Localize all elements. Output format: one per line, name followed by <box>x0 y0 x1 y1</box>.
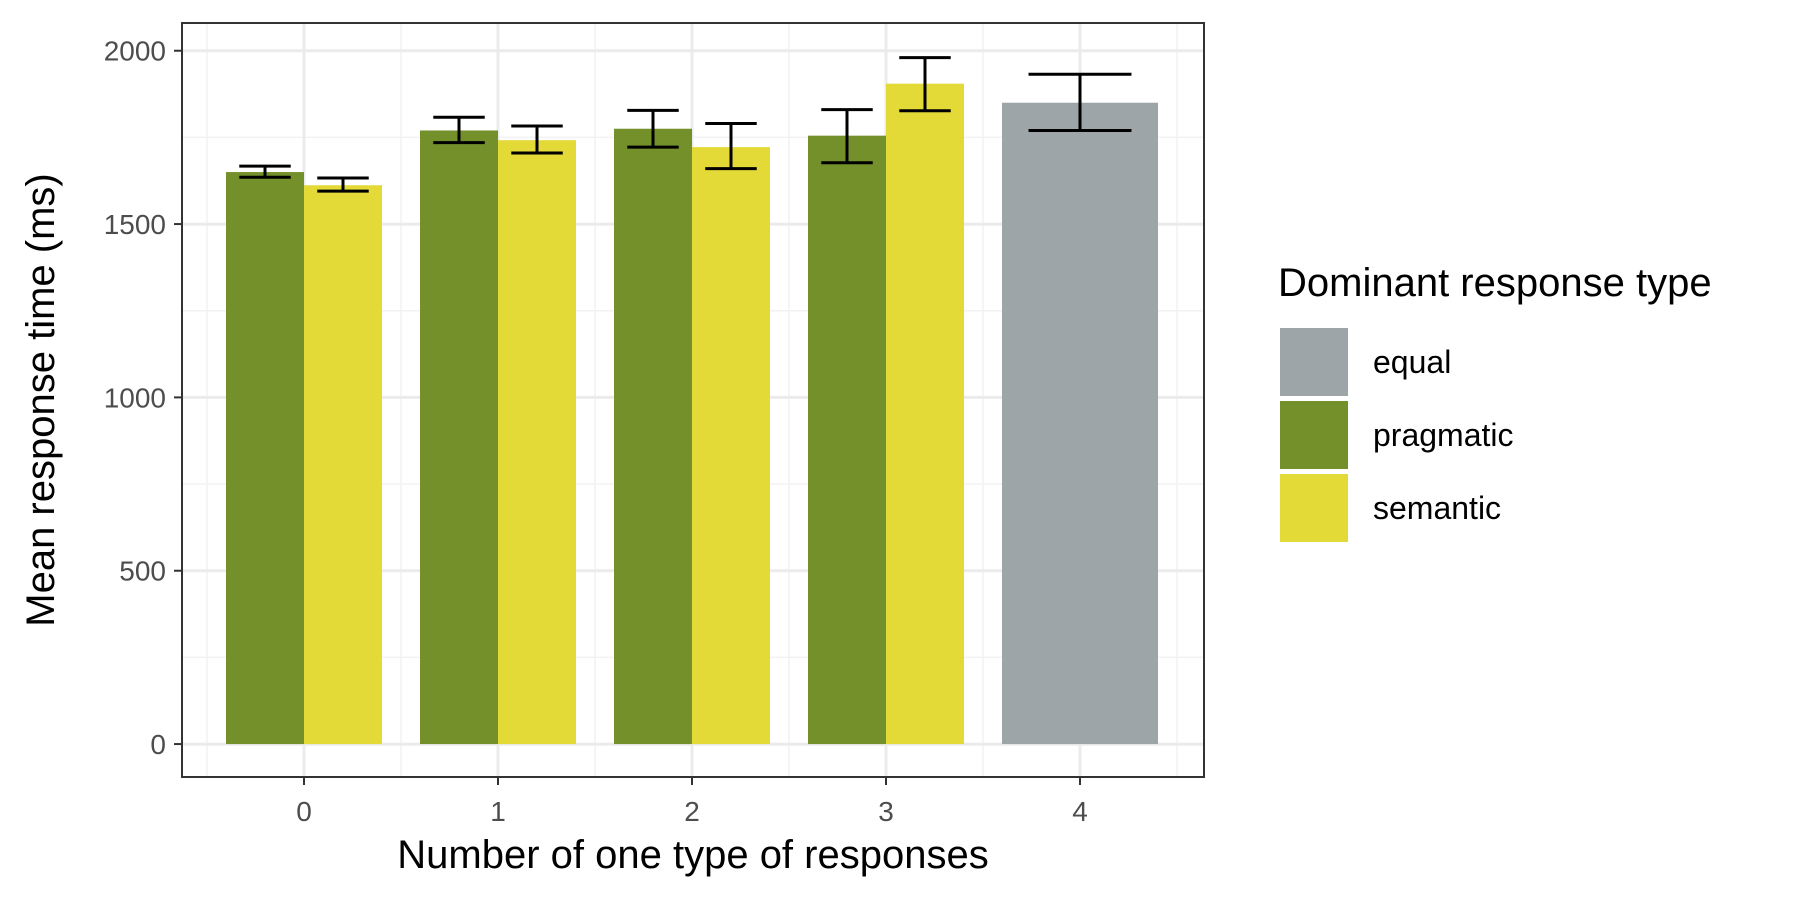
legend-label-equal: equal <box>1373 344 1451 380</box>
bar-pragmatic-2 <box>614 128 692 745</box>
legend-swatch-equal <box>1280 328 1348 396</box>
axes: 0 500 1000 1500 2000 0 1 2 3 4 <box>104 36 1088 827</box>
y-tick-label: 1500 <box>104 209 166 240</box>
bar-pragmatic-1 <box>420 130 498 745</box>
x-tick-label: 4 <box>1072 796 1088 827</box>
bar-semantic-2 <box>692 147 770 745</box>
y-tick-label: 500 <box>119 556 166 587</box>
x-tick-label: 1 <box>490 796 506 827</box>
x-tick-label: 3 <box>878 796 894 827</box>
y-axis-title: Mean response time (ms) <box>19 173 63 626</box>
x-tick-label: 0 <box>296 796 312 827</box>
bar-equal-4 <box>1002 102 1158 745</box>
legend-label-pragmatic: pragmatic <box>1373 417 1514 453</box>
y-tick-label: 1000 <box>104 382 166 413</box>
legend-swatch-semantic <box>1280 474 1348 542</box>
x-tick-label: 2 <box>684 796 700 827</box>
legend: Dominant response type equal pragmatic sem… <box>1278 261 1712 542</box>
legend-swatch-pragmatic <box>1280 401 1348 469</box>
bar-pragmatic-3 <box>808 135 886 745</box>
error-bars <box>239 56 1132 193</box>
x-axis-title: Number of one type of responses <box>397 833 988 877</box>
bars <box>226 83 1158 745</box>
bar-semantic-1 <box>498 140 576 745</box>
bar-semantic-0 <box>304 185 382 745</box>
legend-label-semantic: semantic <box>1373 490 1501 526</box>
y-tick-label: 0 <box>150 729 166 760</box>
bar-pragmatic-0 <box>226 172 304 745</box>
legend-title: Dominant response type <box>1278 261 1712 305</box>
bar-semantic-3 <box>886 83 964 745</box>
y-tick-label: 2000 <box>104 36 166 67</box>
